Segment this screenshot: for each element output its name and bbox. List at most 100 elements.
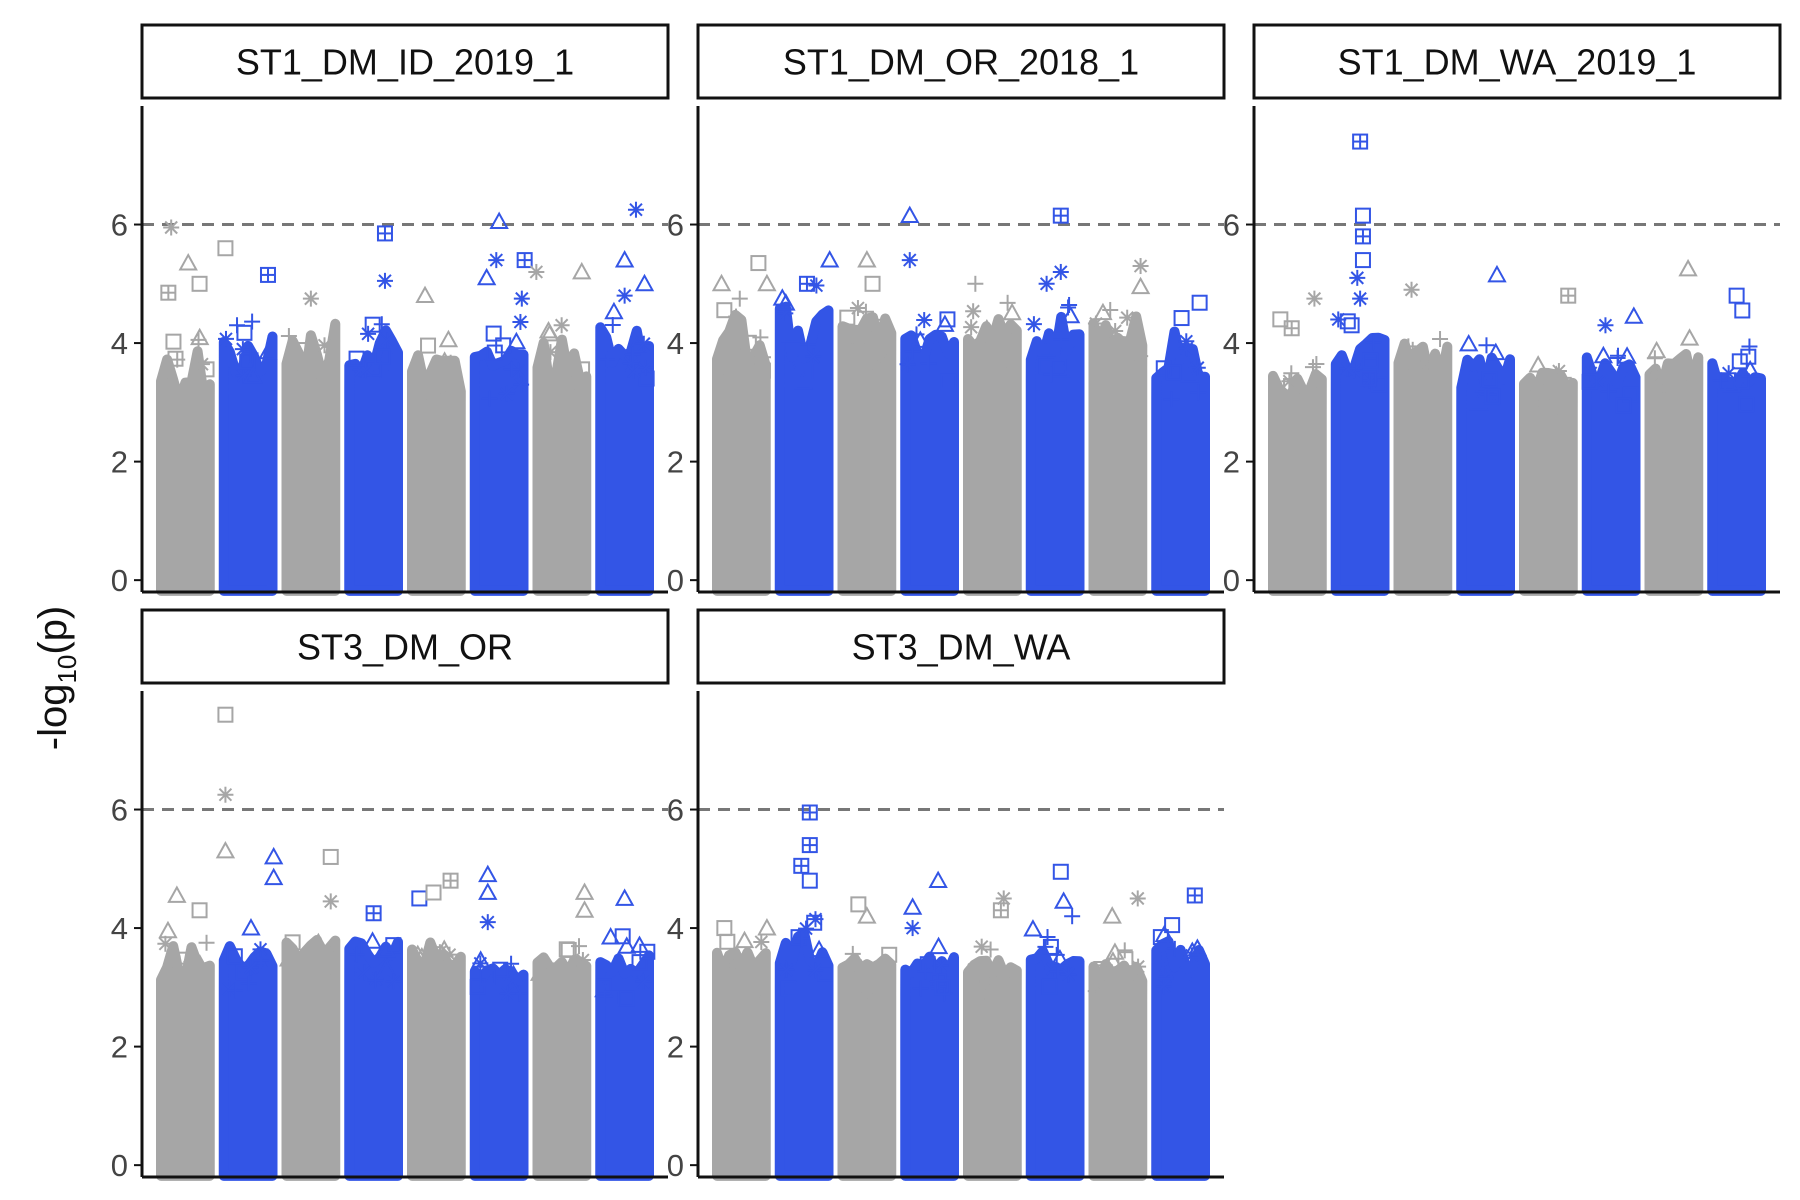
peak-marker xyxy=(489,211,509,229)
snp-marker xyxy=(1434,361,1451,378)
snp-marker xyxy=(1102,301,1119,318)
peak-marker xyxy=(1354,252,1371,269)
snp-marker xyxy=(315,400,332,417)
chromosome-block xyxy=(1393,331,1453,596)
snp-marker xyxy=(157,935,174,952)
snp-marker xyxy=(1716,372,1737,391)
chromosome-block xyxy=(1087,942,1148,1181)
y-tick-label: 2 xyxy=(111,1030,128,1065)
snp-marker xyxy=(715,980,735,998)
snp-marker xyxy=(176,976,193,993)
y-axis-label: -log10(p) xyxy=(31,606,82,751)
chromosome-block xyxy=(407,937,466,1181)
snp-marker xyxy=(1669,357,1689,376)
peak-marker xyxy=(259,266,276,283)
chromosome-block xyxy=(1151,294,1210,596)
snp-marker xyxy=(854,985,871,1002)
chromosome-block xyxy=(900,936,959,1181)
peak-marker xyxy=(711,273,732,292)
snp-marker xyxy=(939,311,956,328)
y-tick-label: 6 xyxy=(667,793,684,828)
snp-marker xyxy=(728,308,745,325)
snp-marker xyxy=(316,366,333,383)
snp-marker xyxy=(1292,388,1309,405)
snp-marker xyxy=(1414,374,1431,391)
peak-marker xyxy=(614,888,635,906)
snp-marker xyxy=(1093,961,1110,978)
snp-marker xyxy=(973,976,990,993)
panel-strip xyxy=(696,23,1226,100)
snp-marker xyxy=(376,958,397,977)
snp-marker xyxy=(485,325,502,342)
peak-marker xyxy=(900,205,920,224)
snp-marker xyxy=(1124,329,1141,346)
snp-marker xyxy=(837,979,857,998)
peak-marker xyxy=(263,867,284,886)
peak-marker xyxy=(478,882,498,900)
peak-marker xyxy=(217,240,234,257)
snp-marker xyxy=(553,317,570,334)
chromosome-block xyxy=(963,294,1022,596)
snp-marker xyxy=(604,301,624,320)
peak-marker xyxy=(1052,863,1069,880)
snp-marker xyxy=(809,939,829,958)
y-tick-label: 6 xyxy=(111,208,128,243)
snp-marker xyxy=(618,990,635,1007)
snp-marker xyxy=(171,955,188,972)
chromosome-block xyxy=(774,914,834,1181)
snp-marker xyxy=(1087,315,1104,332)
peak-marker xyxy=(217,706,234,723)
snp-marker xyxy=(1191,294,1208,311)
snp-marker xyxy=(506,331,527,350)
peak-marker xyxy=(1734,302,1751,319)
snp-marker xyxy=(716,302,733,319)
snp-marker xyxy=(1308,398,1325,415)
snp-marker xyxy=(316,337,333,354)
peak-marker xyxy=(992,902,1009,919)
snp-marker xyxy=(1025,316,1042,333)
peak-marker xyxy=(1129,890,1146,907)
snp-marker xyxy=(908,326,925,343)
snp-marker xyxy=(319,354,336,371)
snp-marker xyxy=(376,939,396,958)
peak-marker xyxy=(798,275,815,292)
y-tick-label: 4 xyxy=(667,911,684,946)
snp-marker xyxy=(876,348,897,367)
y-tick-label: 2 xyxy=(1223,445,1240,480)
y-tick-label: 4 xyxy=(1223,326,1240,361)
chromosome-block xyxy=(344,316,403,596)
snp-marker xyxy=(928,936,949,955)
snp-marker xyxy=(178,972,195,989)
peak-marker xyxy=(476,267,497,286)
snp-marker xyxy=(385,937,402,954)
snp-marker xyxy=(513,376,530,393)
snp-marker xyxy=(595,978,612,995)
snp-marker xyxy=(870,355,887,372)
snp-marker xyxy=(966,961,983,978)
peak-marker xyxy=(1343,317,1360,334)
y-tick-label: 0 xyxy=(111,563,128,598)
peak-marker xyxy=(160,284,177,301)
peak-marker xyxy=(415,285,435,304)
snp-marker xyxy=(1524,378,1541,395)
peak-marker xyxy=(241,918,261,936)
snp-marker xyxy=(965,303,982,320)
snp-marker xyxy=(169,351,186,368)
peak-marker xyxy=(442,872,459,889)
snp-marker xyxy=(899,356,916,373)
snp-marker xyxy=(1037,938,1054,955)
panel: ST3_DM_OR 0 2 4 6 xyxy=(111,608,670,1183)
chromosome-block xyxy=(532,317,592,596)
chromosome-block xyxy=(1151,924,1210,1181)
chromosome-block xyxy=(1456,333,1515,596)
snp-marker xyxy=(1060,966,1077,983)
snp-marker xyxy=(503,955,520,972)
snp-marker xyxy=(1189,359,1206,376)
peak-marker xyxy=(750,255,767,272)
snp-marker xyxy=(438,329,459,348)
panel-strip xyxy=(1252,23,1782,100)
snp-marker xyxy=(1132,348,1149,365)
y-tick-label: 0 xyxy=(667,563,684,598)
peak-marker xyxy=(178,253,198,271)
snp-marker xyxy=(1339,313,1356,330)
